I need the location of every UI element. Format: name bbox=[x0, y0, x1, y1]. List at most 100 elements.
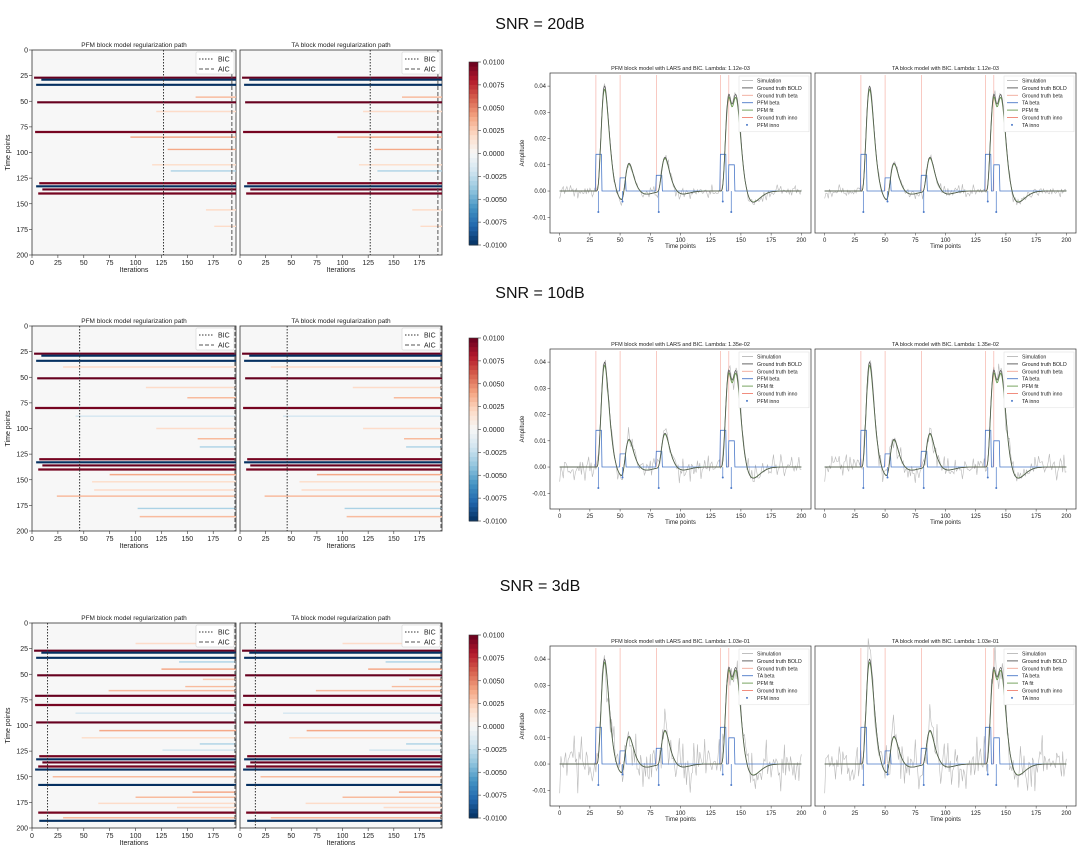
colorbar-segment bbox=[469, 240, 478, 246]
ts-x-tick-label: 100 bbox=[940, 238, 951, 244]
colorbar-segment bbox=[469, 671, 478, 677]
colorbar-segment bbox=[469, 420, 478, 426]
x-tick-label: 100 bbox=[130, 833, 142, 840]
heatmap-panel: BIC AIC PFM block model regularization pat… bbox=[5, 318, 237, 550]
y-tick-label: 25 bbox=[20, 646, 28, 653]
colorbar-tick-label: -0.0100 bbox=[483, 519, 507, 526]
legend-label: Ground truth BOLD bbox=[757, 86, 802, 92]
legend-bic-label: BIC bbox=[218, 630, 230, 637]
colorbar-tick-label: 0.0025 bbox=[483, 404, 505, 411]
colorbar-segment bbox=[469, 235, 478, 241]
y-tick-label: 75 bbox=[20, 124, 28, 131]
colorbar-segment bbox=[469, 667, 478, 673]
legend-aic-label: AIC bbox=[218, 343, 230, 350]
colorbar-segment bbox=[469, 203, 478, 209]
x-tick-label: 75 bbox=[106, 833, 114, 840]
inno-marker bbox=[730, 487, 733, 490]
colorbar-segment bbox=[469, 758, 478, 764]
bold-line bbox=[559, 85, 802, 203]
timeseries-panel: 0 25 50 75 100 125 150 175 200 Time points 0.04 0.0… bbox=[520, 639, 812, 823]
bold-line bbox=[559, 361, 802, 479]
timeseries-title: PFM block model with LARS and BIC. Lambd… bbox=[611, 342, 750, 348]
y-tick-label: 150 bbox=[16, 201, 28, 208]
colorbar-segment bbox=[469, 360, 478, 366]
y-tick-label: 175 bbox=[16, 227, 28, 234]
inno-marker bbox=[986, 773, 989, 776]
x-tick-label: 100 bbox=[337, 536, 349, 543]
colorbar-segment bbox=[469, 379, 478, 385]
colorbar-segment bbox=[469, 685, 478, 691]
colorbar-segment bbox=[469, 374, 478, 380]
x-tick-label: 125 bbox=[362, 536, 374, 543]
colorbar-segment bbox=[469, 84, 478, 90]
ts-y-tick-label: 0.00 bbox=[534, 189, 546, 195]
x-tick-label: 75 bbox=[106, 536, 114, 543]
x-tick-label: 125 bbox=[362, 833, 374, 840]
colorbar-segment bbox=[469, 126, 478, 132]
colorbar-tick-label: -0.0050 bbox=[483, 197, 507, 204]
ts-y-tick-label: 0.02 bbox=[534, 137, 546, 143]
y-axis-label: Time points bbox=[5, 410, 12, 446]
x-tick-label: 175 bbox=[207, 260, 219, 267]
ts-x-tick-label: 150 bbox=[1001, 811, 1012, 817]
bold-line bbox=[824, 85, 1067, 203]
colorbar-segment bbox=[469, 388, 478, 394]
x-tick-label: 150 bbox=[388, 536, 400, 543]
colorbar-segment bbox=[469, 461, 478, 467]
colorbar-segment bbox=[469, 740, 478, 746]
colorbar-segment bbox=[469, 107, 478, 113]
ts-x-tick-label: 25 bbox=[852, 514, 859, 520]
timeseries-title: PFM block model with LARS and BIC. Lambd… bbox=[611, 66, 750, 72]
bold-line bbox=[824, 658, 1067, 776]
timeseries-title: TA block model with BIC. Lambda: 1.03e-0… bbox=[892, 639, 999, 645]
colorbar-segment bbox=[469, 653, 478, 659]
ts-x-tick-label: 125 bbox=[971, 811, 982, 817]
y-tick-label: 50 bbox=[20, 99, 28, 106]
colorbar-tick-label: 0.0000 bbox=[483, 427, 505, 434]
colorbar-segment bbox=[469, 94, 478, 100]
colorbar-segment bbox=[469, 217, 478, 223]
colorbar-tick-label: -0.0100 bbox=[483, 816, 507, 823]
y-tick-label: 175 bbox=[16, 800, 28, 807]
colorbar-segment bbox=[469, 185, 478, 191]
y-tick-label: 200 bbox=[16, 253, 28, 260]
ts-x-tick-label: 175 bbox=[766, 811, 777, 817]
inno-marker bbox=[886, 476, 889, 479]
colorbar-tick-label: -0.0050 bbox=[483, 770, 507, 777]
colorbar-tick-label: -0.0075 bbox=[483, 793, 507, 800]
ts-y-tick-label: 0.01 bbox=[534, 736, 546, 742]
timeseries-title: TA block model with BIC. Lambda: 1.12e-0… bbox=[892, 66, 999, 72]
colorbar-segment bbox=[469, 799, 478, 805]
heatmap-title: PFM block model regularization path bbox=[81, 318, 187, 325]
heatmap-panel: BIC AIC PFM block model regularization pat… bbox=[5, 42, 237, 274]
x-tick-label: 100 bbox=[130, 536, 142, 543]
x-tick-label: 75 bbox=[313, 536, 321, 543]
colorbar-segment bbox=[469, 402, 478, 408]
colorbar-segment bbox=[469, 89, 478, 95]
legend-label: Simulation bbox=[757, 652, 781, 658]
colorbar-tick-label: 0.0050 bbox=[483, 105, 505, 112]
colorbar-segment bbox=[469, 694, 478, 700]
colorbar-tick-label: 0.0025 bbox=[483, 701, 505, 708]
x-tick-label: 50 bbox=[287, 536, 295, 543]
colorbar-segment bbox=[469, 717, 478, 723]
colorbar-segment bbox=[469, 365, 478, 371]
legend-label: Ground truth inno bbox=[757, 116, 797, 122]
ts-y-tick-label: 0.03 bbox=[534, 683, 546, 689]
x-tick-label: 50 bbox=[80, 260, 88, 267]
legend-label: TA fit bbox=[1022, 681, 1034, 687]
colorbar-tick-label: -0.0025 bbox=[483, 450, 507, 457]
ts-x-tick-label: 100 bbox=[675, 811, 686, 817]
ts-y-tick-label: -0.01 bbox=[532, 788, 546, 794]
ts-x-tick-label: 50 bbox=[617, 514, 624, 520]
x-axis-label: Iterations bbox=[120, 267, 149, 274]
x-tick-label: 0 bbox=[238, 536, 242, 543]
legend-label: PFM inno bbox=[757, 696, 779, 702]
x-tick-label: 50 bbox=[80, 833, 88, 840]
ts-x-tick-label: 50 bbox=[617, 238, 624, 244]
inno-marker bbox=[862, 211, 865, 214]
ts-x-tick-label: 75 bbox=[912, 514, 919, 520]
legend-label: TA beta bbox=[757, 674, 775, 680]
colorbar-segment bbox=[469, 180, 478, 187]
heatmap-panel: BIC AIC TA block model regularization path… bbox=[238, 318, 443, 550]
